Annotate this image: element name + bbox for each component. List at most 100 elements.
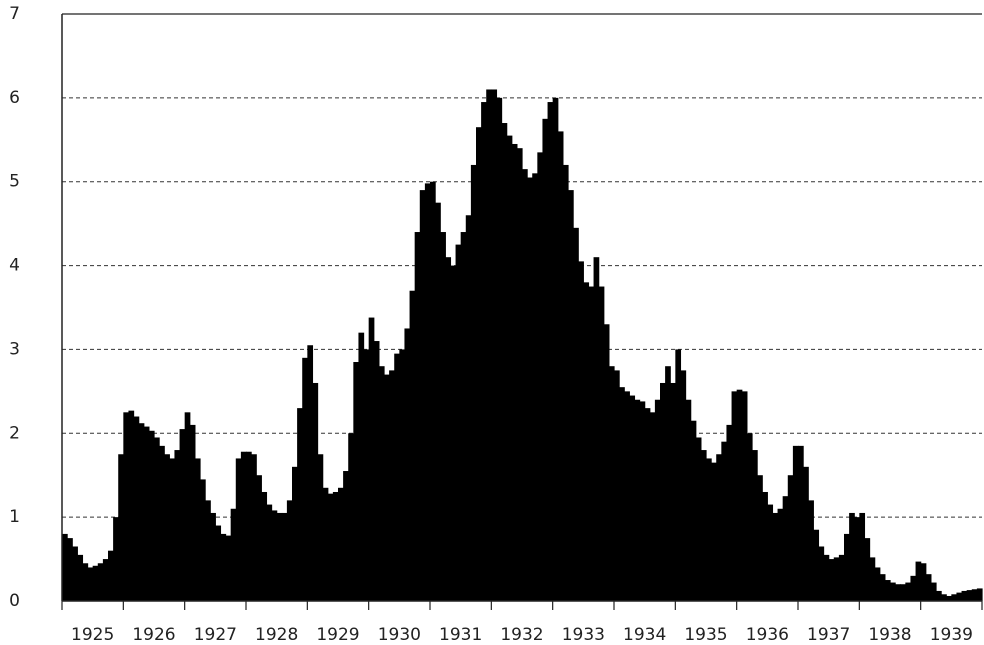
x-tick-label: 1930 (378, 625, 421, 645)
bar (925, 574, 932, 601)
bar (736, 389, 743, 601)
bar (946, 595, 952, 601)
bar (404, 328, 411, 601)
bar (542, 118, 549, 602)
bar (956, 592, 963, 601)
bar (598, 286, 605, 601)
bar (200, 479, 206, 601)
bar (271, 510, 278, 601)
bar (353, 362, 360, 601)
bar (256, 475, 262, 601)
bar (281, 512, 288, 601)
bar (210, 512, 216, 601)
bar (235, 458, 242, 601)
bar (833, 557, 840, 601)
bar (869, 557, 876, 601)
bar (77, 554, 84, 601)
bar (522, 169, 528, 601)
bar (491, 89, 498, 601)
bar (128, 410, 135, 601)
bar (808, 500, 814, 601)
bar (665, 366, 671, 601)
bar (435, 202, 441, 601)
bar (976, 588, 983, 601)
bar (670, 382, 676, 601)
bar (838, 554, 845, 601)
bar (690, 420, 697, 601)
bar (174, 450, 181, 601)
bar (358, 332, 365, 601)
bar (343, 471, 349, 601)
x-tick-label: 1931 (439, 625, 482, 645)
bar (752, 450, 758, 601)
bar (644, 408, 651, 601)
bar (813, 529, 820, 601)
bar (936, 590, 942, 601)
bar (205, 500, 211, 601)
bar (532, 173, 538, 602)
bar (915, 561, 922, 601)
bar (87, 567, 94, 601)
bar (910, 575, 917, 601)
bar (455, 244, 462, 601)
bar (215, 525, 222, 601)
bar (568, 190, 574, 601)
bar (261, 491, 268, 601)
bar (220, 533, 227, 601)
bar (951, 594, 958, 601)
bar (941, 594, 947, 601)
bar (312, 382, 319, 601)
bar (844, 533, 850, 601)
x-tick-label: 1937 (807, 625, 850, 645)
y-tick-label: 4 (9, 256, 20, 276)
bar (649, 412, 656, 601)
bar (164, 454, 170, 601)
bar (511, 143, 518, 601)
bar (741, 391, 748, 601)
bar (711, 462, 717, 601)
bar (890, 582, 896, 601)
bar (481, 102, 487, 602)
bar (424, 183, 431, 602)
bar (823, 554, 830, 601)
bar (297, 408, 303, 601)
bar (726, 424, 733, 601)
bar (506, 135, 513, 602)
bar (394, 353, 400, 601)
bar (966, 590, 973, 601)
bar (179, 429, 186, 601)
bar (240, 451, 247, 601)
bar (583, 282, 590, 601)
x-tick-label: 1927 (194, 625, 237, 645)
bar (772, 512, 779, 601)
x-tick-label: 1926 (132, 625, 175, 645)
bar (920, 563, 927, 601)
bar (787, 475, 794, 601)
bar (159, 445, 165, 601)
bar (573, 227, 579, 602)
bar (782, 496, 789, 601)
bar (552, 97, 559, 601)
bar (322, 487, 329, 601)
bar (854, 517, 860, 601)
bar (654, 399, 661, 601)
bar (384, 374, 390, 601)
bar (884, 580, 891, 601)
bar (286, 500, 293, 601)
bar (501, 123, 508, 601)
x-tick-label: 1925 (71, 625, 114, 645)
bar (619, 387, 625, 601)
bar (67, 538, 73, 601)
bar (639, 401, 646, 601)
bar (72, 546, 78, 601)
x-tick-label: 1933 (562, 625, 605, 645)
bar (828, 559, 835, 601)
bar (624, 391, 630, 601)
bar (118, 454, 124, 601)
bar (154, 437, 160, 601)
bar (496, 97, 503, 601)
bar (62, 533, 68, 601)
bar (332, 491, 339, 601)
bar (792, 445, 799, 601)
y-tick-label: 0 (9, 591, 20, 611)
